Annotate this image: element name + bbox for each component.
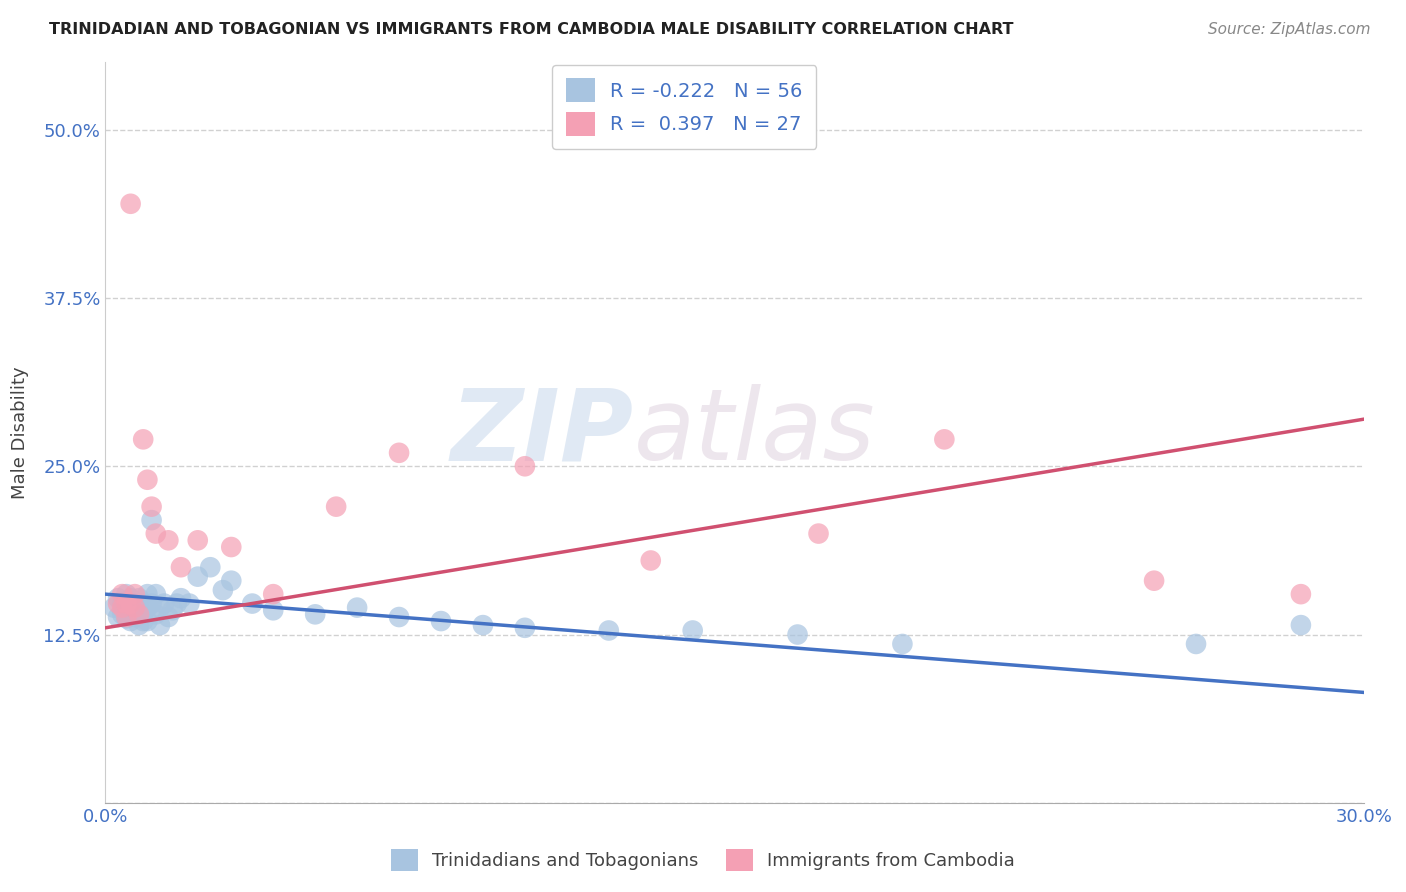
Point: [598, 624, 620, 638]
Y-axis label: Male Disability: Male Disability: [11, 367, 30, 499]
Point: [124, 610, 146, 624]
Text: Source: ZipAtlas.com: Source: ZipAtlas.com: [1208, 22, 1371, 37]
Point: [103, 600, 125, 615]
Point: [388, 610, 411, 624]
Point: [115, 594, 138, 608]
Point: [111, 587, 134, 601]
Point: [149, 600, 172, 615]
Point: [640, 553, 662, 567]
Point: [430, 614, 453, 628]
Point: [471, 618, 495, 632]
Point: [145, 526, 167, 541]
Point: [136, 600, 159, 615]
Point: [786, 627, 808, 641]
Point: [934, 433, 956, 447]
Point: [212, 583, 235, 598]
Point: [120, 597, 142, 611]
Point: [145, 607, 167, 622]
Point: [128, 591, 150, 606]
Point: [388, 446, 411, 460]
Point: [513, 621, 536, 635]
Point: [124, 600, 146, 615]
Point: [120, 591, 142, 606]
Point: [141, 500, 163, 514]
Point: [179, 597, 201, 611]
Point: [124, 587, 146, 601]
Point: [120, 607, 142, 622]
Point: [807, 526, 830, 541]
Point: [153, 597, 176, 611]
Point: [107, 597, 129, 611]
Point: [170, 560, 193, 574]
Point: [107, 591, 129, 606]
Point: [1289, 618, 1312, 632]
Point: [111, 597, 134, 611]
Point: [157, 610, 180, 624]
Point: [325, 500, 347, 514]
Point: [120, 196, 142, 211]
Point: [219, 540, 242, 554]
Point: [1143, 574, 1166, 588]
Point: [262, 603, 284, 617]
Point: [136, 587, 159, 601]
Point: [141, 597, 163, 611]
Point: [115, 610, 138, 624]
Point: [132, 607, 155, 622]
Point: [346, 600, 368, 615]
Point: [200, 560, 222, 574]
Point: [111, 607, 134, 622]
Point: [262, 587, 284, 601]
Point: [128, 618, 150, 632]
Point: [115, 587, 138, 601]
Point: [115, 603, 138, 617]
Point: [149, 618, 172, 632]
Point: [132, 597, 155, 611]
Point: [132, 433, 155, 447]
Point: [120, 614, 142, 628]
Point: [136, 614, 159, 628]
Point: [1289, 587, 1312, 601]
Point: [219, 574, 242, 588]
Point: [166, 597, 188, 611]
Point: [682, 624, 704, 638]
Legend: Trinidadians and Tobagonians, Immigrants from Cambodia: Trinidadians and Tobagonians, Immigrants…: [384, 842, 1022, 879]
Point: [111, 600, 134, 615]
Text: atlas: atlas: [634, 384, 876, 481]
Point: [124, 603, 146, 617]
Point: [128, 600, 150, 615]
Point: [141, 513, 163, 527]
Point: [115, 597, 138, 611]
Point: [111, 603, 134, 617]
Point: [107, 610, 129, 624]
Point: [128, 607, 150, 622]
Point: [891, 637, 914, 651]
Text: ZIP: ZIP: [451, 384, 634, 481]
Point: [304, 607, 326, 622]
Point: [513, 459, 536, 474]
Point: [120, 597, 142, 611]
Point: [240, 597, 263, 611]
Point: [170, 591, 193, 606]
Point: [132, 614, 155, 628]
Point: [162, 603, 184, 617]
Point: [136, 473, 159, 487]
Text: TRINIDADIAN AND TOBAGONIAN VS IMMIGRANTS FROM CAMBODIA MALE DISABILITY CORRELATI: TRINIDADIAN AND TOBAGONIAN VS IMMIGRANTS…: [49, 22, 1014, 37]
Point: [145, 587, 167, 601]
Legend: R = -0.222   N = 56, R =  0.397   N = 27: R = -0.222 N = 56, R = 0.397 N = 27: [553, 65, 817, 149]
Point: [157, 533, 180, 548]
Point: [187, 569, 209, 583]
Point: [1185, 637, 1208, 651]
Point: [115, 611, 138, 625]
Point: [124, 597, 146, 611]
Point: [187, 533, 209, 548]
